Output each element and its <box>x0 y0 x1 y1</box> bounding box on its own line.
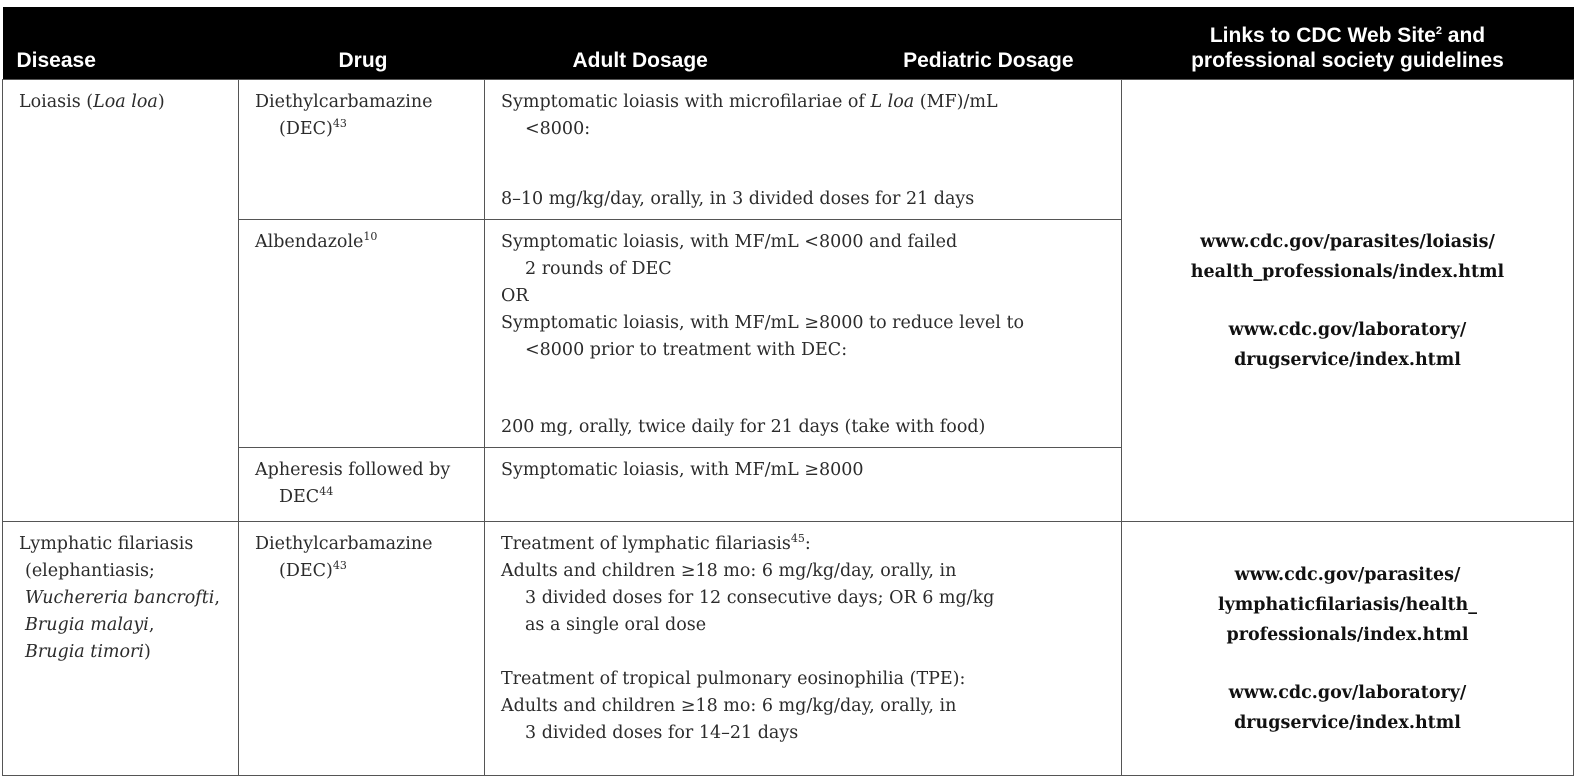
table-row: Apheresis followed by DEC44 Symptomatic … <box>3 447 1574 522</box>
link-cdc-filariasis[interactable]: www.cdc.gov/parasites/ lymphaticfilarias… <box>1217 564 1478 645</box>
header-disease: Disease <box>2 7 239 80</box>
header-links: Links to CDC Web Site2 and professional … <box>1121 7 1574 80</box>
links-cell-filariasis: www.cdc.gov/parasites/ lymphaticfilarias… <box>1121 521 1574 776</box>
table-row: Loiasis (Loa loa) Diethylcarbamazine (DE… <box>2 79 1574 522</box>
link-cdc-loiasis[interactable]: www.cdc.gov/parasites/loiasis/ health_pr… <box>1190 231 1505 282</box>
drug-cell: Diethylcarbamazine (DEC)43 <box>238 79 485 220</box>
link-cdc-drugservice[interactable]: www.cdc.gov/laboratory/ drugservice/inde… <box>1228 319 1467 370</box>
drug-cell: Diethylcarbamazine (DEC)43 <box>238 521 485 776</box>
dosage-cell: Symptomatic loiasis with microfilariae o… <box>484 79 1122 220</box>
header-row: Disease Drug Adult Dosage Pediatric Dosa… <box>2 7 1574 80</box>
table-row: Lymphatic filariasis (elephantiasis; Wuc… <box>2 521 1574 776</box>
link-cdc-drugservice[interactable]: www.cdc.gov/laboratory/ drugservice/inde… <box>1228 682 1467 733</box>
table-row: Albendazole10 Symptomatic loiasis, with … <box>3 219 1574 448</box>
links-cell-loiasis: www.cdc.gov/parasites/loiasis/ health_pr… <box>1121 79 1574 522</box>
disease-cell-loiasis: Loiasis (Loa loa) <box>2 79 239 522</box>
drug-table: Disease Drug Adult Dosage Pediatric Dosa… <box>2 7 1574 776</box>
header-drug: Drug <box>238 7 485 80</box>
disease-cell-filariasis: Lymphatic filariasis (elephantiasis; Wuc… <box>2 521 239 776</box>
header-pediatric-dosage: Pediatric Dosage <box>903 49 1074 72</box>
dosage-cell: Symptomatic loiasis, with MF/mL ≥8000 <box>484 447 1122 522</box>
header-adult-dosage: Adult Dosage <box>572 49 708 72</box>
header-dosage-split: Adult Dosage Pediatric Dosage <box>499 48 1108 73</box>
dosage-cell: Symptomatic loiasis, with MF/mL <8000 an… <box>484 219 1122 448</box>
dosage-cell: Treatment of lymphatic filariasis45: Adu… <box>484 521 1122 776</box>
drug-cell: Apheresis followed by DEC44 <box>238 447 485 522</box>
header-dosage: Adult Dosage Pediatric Dosage <box>484 7 1122 80</box>
drug-cell: Albendazole10 <box>238 219 485 448</box>
